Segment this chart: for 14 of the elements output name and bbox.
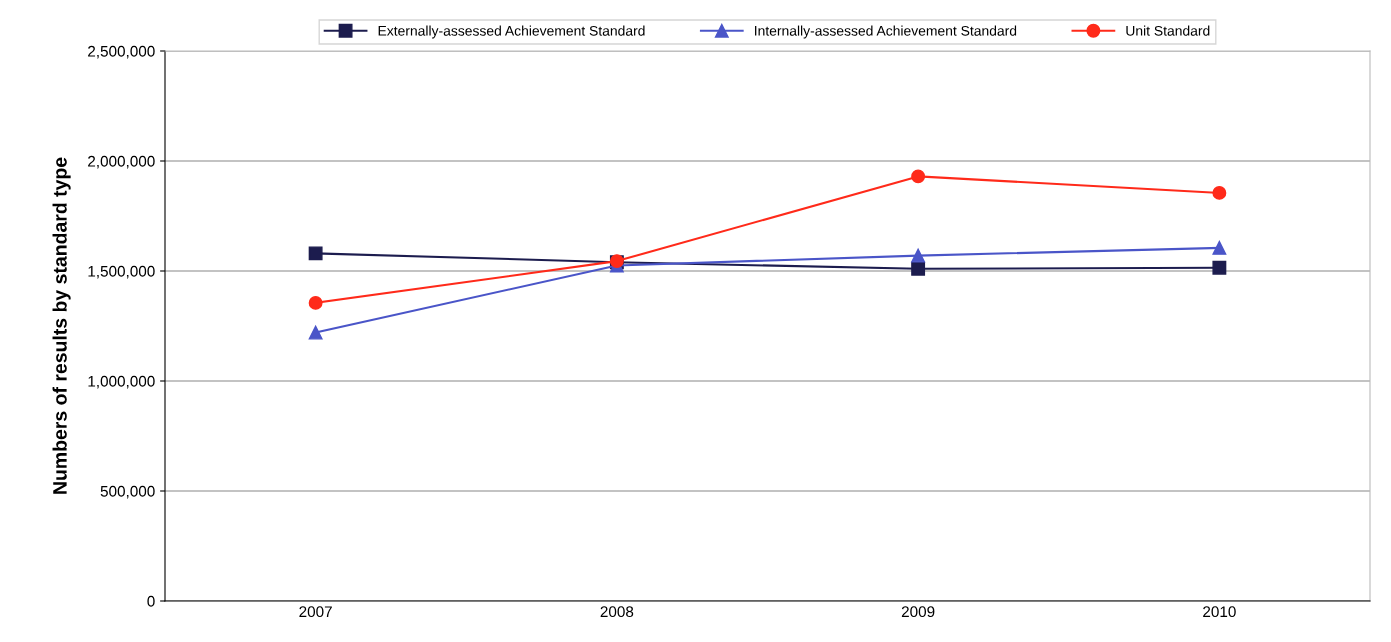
- y-tick-label: 500,000: [100, 485, 155, 499]
- y-tick-label: 1,000,000: [88, 375, 155, 389]
- x-tick-label: 2008: [600, 606, 634, 618]
- legend-label: Externally-assessed Achievement Standard: [378, 25, 645, 39]
- legend-label: Unit Standard: [1126, 25, 1210, 36]
- y-axis-title: Numbers of results by standard type: [52, 157, 71, 494]
- x-tick-label: 2010: [1203, 606, 1236, 618]
- legend-label: Internally-assessed Achievement Standard: [755, 25, 1017, 39]
- y-tick-label: 1,500,000: [88, 265, 155, 279]
- y-tick-label: 2,500,000: [88, 45, 155, 59]
- y-tick-label: 2,000,000: [88, 155, 155, 169]
- x-tick-label: 2009: [901, 606, 935, 618]
- x-tick-label: 2007: [299, 606, 332, 618]
- y-tick-label: 0: [147, 595, 155, 607]
